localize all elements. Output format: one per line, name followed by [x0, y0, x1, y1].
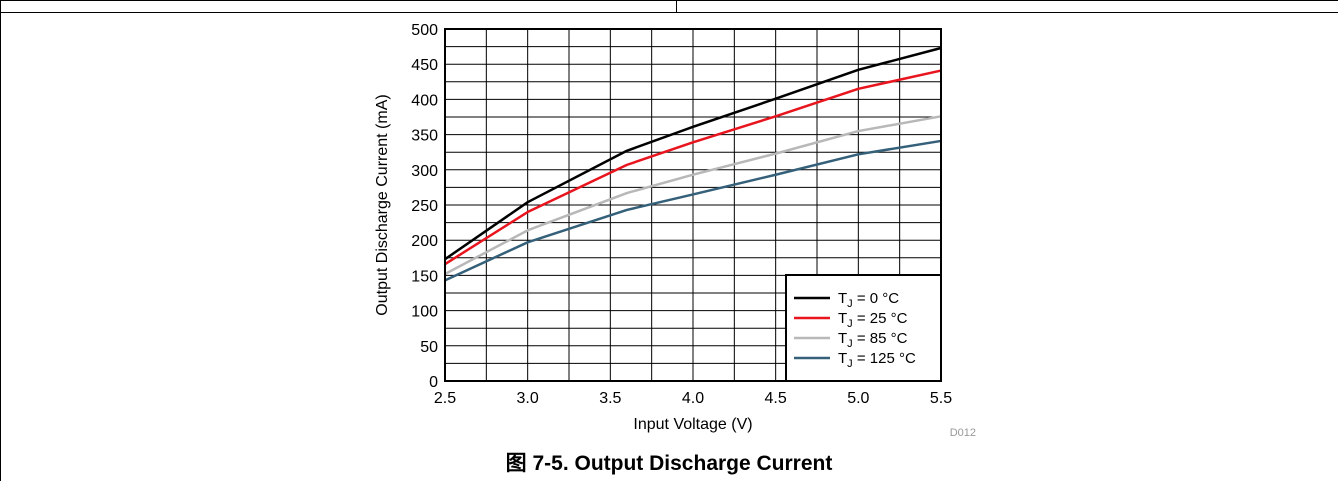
- series-line-0: [444, 46, 942, 261]
- y-tick-label: 150: [411, 268, 438, 285]
- legend-label-2: TJ = 85 °C: [838, 330, 908, 350]
- series-line-2: [444, 115, 942, 276]
- page-column-divider: [676, 0, 677, 13]
- figure-caption-prefix: 图: [505, 452, 527, 475]
- y-tick-label: 300: [411, 163, 438, 180]
- series-layer: [444, 46, 942, 282]
- legend: TJ = 0 °CTJ = 25 °CTJ = 85 °CTJ = 125 °C: [785, 274, 942, 382]
- figure-caption: 图 7-5. Output Discharge Current: [0, 447, 1338, 477]
- x-tick-label: 2.5: [434, 390, 456, 407]
- figure-caption-text: 7-5. Output Discharge Current: [532, 452, 833, 475]
- page-left-border: [0, 0, 1, 481]
- y-tick-label: 500: [411, 22, 438, 39]
- figure-code-label: D012: [950, 427, 976, 439]
- x-tick-label: 5.0: [847, 390, 869, 407]
- legend-box: [785, 274, 942, 382]
- tick-label-layer: 2.5 3.0 3.5 4.0 4.5 5.0 5.5 0 50 100 150 200 250 300 3…: [411, 22, 952, 407]
- x-tick-label: 3.0: [517, 390, 539, 407]
- y-tick-label: 100: [411, 304, 438, 321]
- y-tick-label: 400: [411, 92, 438, 109]
- plot-frame: [444, 28, 942, 382]
- y-tick-label: 200: [411, 233, 438, 250]
- page-top-border: [0, 0, 1338, 1]
- y-axis-title: Output Discharge Current (mA): [374, 94, 391, 315]
- legend-label-3: TJ = 125 °C: [838, 350, 916, 370]
- x-tick-label: 4.5: [765, 390, 787, 407]
- y-tick-label: 0: [429, 374, 438, 391]
- x-tick-label: 4.0: [682, 390, 704, 407]
- series-line-3: [444, 139, 942, 282]
- x-tick-label: 5.5: [930, 390, 952, 407]
- y-tick-label: 350: [411, 128, 438, 145]
- page-top-rule: [0, 12, 1338, 13]
- y-tick-label: 50: [420, 339, 438, 356]
- legend-label-1: TJ = 25 °C: [838, 310, 908, 330]
- y-tick-label: 250: [411, 198, 438, 215]
- x-axis-title: Input Voltage (V): [633, 416, 752, 433]
- y-tick-label: 450: [411, 57, 438, 74]
- series-line-1: [444, 69, 942, 266]
- legend-label-0: TJ = 0 °C: [838, 290, 899, 310]
- x-tick-label: 3.5: [599, 390, 621, 407]
